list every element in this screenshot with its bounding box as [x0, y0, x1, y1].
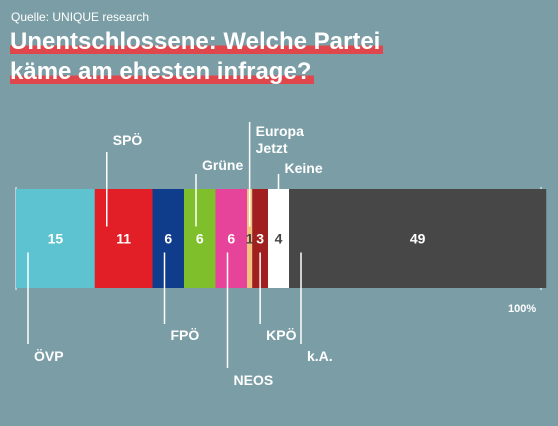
- party-label-spoe: SPÖ: [113, 132, 143, 148]
- value-label-europa-jetzt: 1: [246, 231, 254, 247]
- value-label-keine: 4: [275, 231, 283, 247]
- bar-segment-keine: [268, 189, 289, 288]
- bar-segment-oevp: [16, 189, 95, 288]
- party-label-fpoe: FPÖ: [171, 327, 200, 343]
- bar-segment-europa-jetzt: [247, 189, 253, 288]
- chart-title-line-1: Unentschlossene: Welche Partei: [10, 28, 384, 56]
- total-percent-label: 100%: [508, 303, 537, 315]
- bar-segment-spoe: [94, 189, 153, 288]
- party-label-k-a: k.A.: [307, 348, 333, 364]
- party-label-neos: NEOS: [234, 372, 274, 388]
- bar-segment-kpoe: [252, 189, 268, 288]
- chart-title-line-2: käme am ehesten infrage?: [10, 58, 315, 86]
- source-note: Quelle: UNIQUE research: [11, 10, 150, 24]
- party-label-europa-jetzt-1: Europa: [256, 123, 304, 139]
- value-label-fpoe: 6: [164, 231, 172, 247]
- bar-segment-gruene: [184, 189, 216, 288]
- bar-segment-neos: [215, 189, 247, 288]
- party-label-keine: Keine: [285, 160, 323, 176]
- value-label-neos: 6: [227, 231, 235, 247]
- value-label-oevp: 15: [48, 231, 64, 247]
- value-label-kpoe: 3: [256, 231, 264, 247]
- party-label-europa-jetzt-2: Jetzt: [256, 140, 288, 156]
- value-label-k-a: 49: [410, 231, 426, 247]
- party-label-gruene: Grüne: [202, 157, 243, 173]
- bar-segment-fpoe: [152, 189, 184, 288]
- value-label-spoe: 11: [116, 231, 131, 247]
- value-label-gruene: 6: [196, 231, 204, 247]
- bar-segment-k-a: [289, 189, 547, 288]
- party-label-oevp: ÖVP: [34, 348, 64, 364]
- party-label-kpoe: KPÖ: [266, 327, 296, 343]
